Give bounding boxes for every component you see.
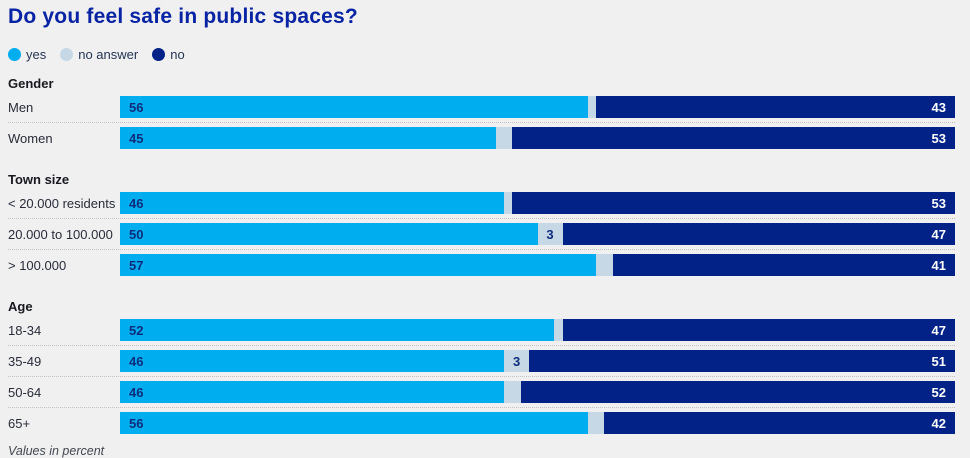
bar-value-no: 43	[931, 99, 946, 115]
stacked-bar: 56 43	[120, 96, 955, 118]
legend-item-no: no	[152, 46, 185, 62]
bar-value-yes: 46	[129, 353, 144, 369]
bar-value-yes: 52	[129, 322, 144, 338]
bar-value-yes: 57	[129, 257, 144, 273]
bar-segment-no: 53	[512, 127, 955, 149]
bar-segment-yes: 50	[120, 223, 538, 245]
section-header: Age	[8, 299, 33, 314]
bar-value-no: 51	[931, 353, 946, 369]
bar-value-no-answer: 3	[513, 353, 521, 369]
bar-value-no: 52	[931, 384, 946, 400]
row-label: 35-49	[8, 353, 42, 369]
stacked-bar: 50 3 47	[120, 223, 955, 245]
bar-segment-no-answer	[587, 96, 596, 118]
legend-item-no-answer: no answer	[60, 47, 138, 62]
legend-dot-no-answer-icon	[60, 47, 74, 61]
chart-row-50-64: 50-64 46 52	[8, 381, 970, 403]
bar-segment-no: 41	[612, 254, 955, 276]
stacked-bar: 46 3 51	[120, 350, 955, 372]
chart-row-65-plus: 65+ 56 42	[8, 412, 970, 434]
section-town-size: Town size < 20.000 residents 46 53 20.00…	[8, 173, 970, 276]
row-label: 20.000 to 100.000	[8, 226, 113, 242]
bar-segment-no: 43	[595, 96, 955, 118]
stacked-bar: 46 53	[120, 192, 955, 214]
stacked-bar: 45 53	[120, 127, 955, 149]
row-separator	[8, 218, 955, 219]
row-label: 65+	[8, 415, 31, 431]
bar-segment-yes: 46	[120, 192, 505, 214]
chart-row-18-34: 18-34 52 47	[8, 319, 970, 341]
section-header: Town size	[8, 172, 70, 187]
row-separator	[8, 345, 955, 346]
bar-segment-no: 47	[562, 319, 955, 341]
chart-row-under-20000: < 20.000 residents 46 53	[8, 192, 970, 214]
bar-value-yes: 46	[129, 384, 144, 400]
bar-value-no: 47	[931, 226, 946, 242]
row-label: 18-34	[8, 322, 42, 338]
section-gender: Gender Men 56 43 Women 45	[8, 77, 970, 149]
bar-value-no-answer: 3	[546, 226, 554, 242]
bar-value-yes: 56	[129, 415, 144, 431]
bar-segment-no: 53	[512, 192, 955, 214]
bar-value-yes: 50	[129, 226, 144, 242]
bar-segment-no: 42	[604, 412, 955, 434]
legend-item-yes: yes	[8, 47, 46, 62]
chart-row-men: Men 56 43	[8, 96, 970, 118]
bar-segment-no-answer	[587, 412, 605, 434]
chart-row-over-100000: > 100.000 57 41	[8, 254, 970, 276]
bar-segment-no: 52	[520, 381, 955, 403]
footnote: Values in percent	[8, 444, 105, 458]
legend: yes no answer no	[8, 46, 970, 62]
row-label: Men	[8, 99, 34, 115]
bar-segment-no-answer: 3	[504, 350, 530, 372]
chart-row-20000-to-100000: 20.000 to 100.000 50 3 47	[8, 223, 970, 245]
page-title: Do you feel safe in public spaces?	[8, 5, 358, 28]
row-label: > 100.000	[8, 257, 67, 273]
legend-dot-no-icon	[152, 47, 166, 61]
bar-segment-no: 47	[562, 223, 955, 245]
bar-segment-no-answer: 3	[537, 223, 563, 245]
bar-segment-yes: 45	[120, 127, 496, 149]
row-label: Women	[8, 130, 53, 146]
legend-label-yes: yes	[26, 46, 47, 62]
stacked-bar: 57 41	[120, 254, 955, 276]
legend-label-no: no	[170, 46, 185, 62]
row-label: 50-64	[8, 384, 42, 400]
stacked-bar: 52 47	[120, 319, 955, 341]
section-age: Age 18-34 52 47 35-49 46	[8, 300, 970, 434]
bar-segment-yes: 52	[120, 319, 555, 341]
bar-value-no: 47	[931, 322, 946, 338]
stacked-bar: 46 52	[120, 381, 955, 403]
bar-segment-yes: 46	[120, 350, 505, 372]
bar-segment-yes: 46	[120, 381, 505, 403]
bar-value-yes: 45	[129, 130, 144, 146]
bar-value-no: 41	[931, 257, 946, 273]
row-separator	[8, 407, 955, 408]
bar-segment-yes: 56	[120, 412, 588, 434]
bar-value-yes: 56	[129, 99, 144, 115]
row-separator	[8, 376, 955, 377]
row-separator	[8, 122, 955, 123]
row-separator	[8, 249, 955, 250]
chart-row-35-49: 35-49 46 3 51	[8, 350, 970, 372]
bar-segment-yes: 56	[120, 96, 588, 118]
bar-value-no: 53	[931, 195, 946, 211]
chart-row-women: Women 45 53	[8, 127, 970, 149]
row-label: < 20.000 residents	[8, 195, 116, 211]
stacked-bar: 56 42	[120, 412, 955, 434]
bar-value-no: 42	[931, 415, 946, 431]
bar-segment-no: 51	[529, 350, 955, 372]
legend-dot-yes-icon	[8, 47, 21, 61]
legend-label-no-answer: no answer	[78, 46, 139, 62]
bar-segment-no-answer	[495, 127, 513, 149]
bar-value-yes: 46	[129, 195, 144, 211]
bar-segment-no-answer	[504, 381, 521, 403]
section-header: Gender	[8, 76, 54, 91]
bar-segment-no-answer	[504, 192, 513, 214]
bar-segment-no-answer	[554, 319, 563, 341]
bar-segment-yes: 57	[120, 254, 596, 276]
bar-value-no: 53	[931, 130, 946, 146]
bar-segment-no-answer	[595, 254, 613, 276]
